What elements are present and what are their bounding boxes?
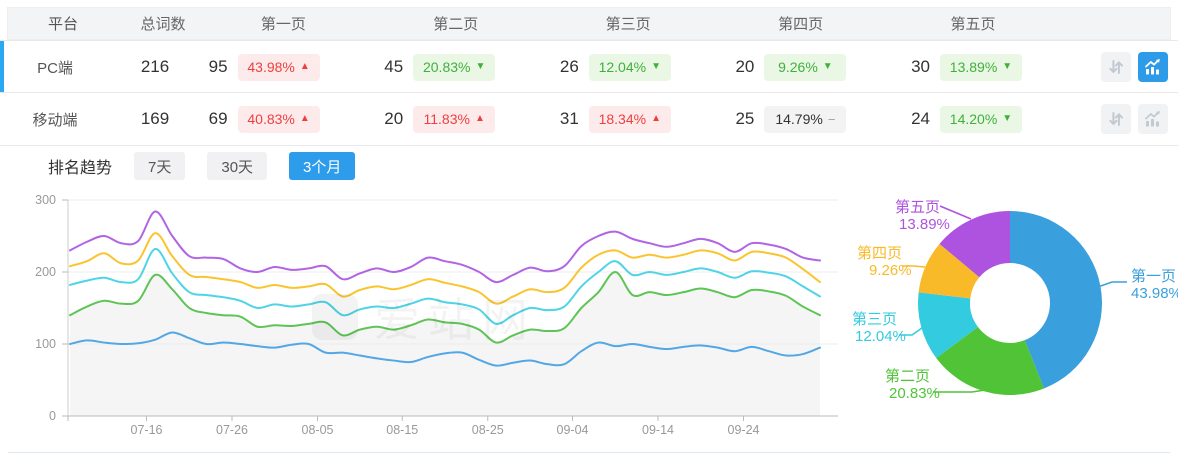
selected-row-accent: [0, 41, 4, 93]
svg-text:09-24: 09-24: [728, 423, 760, 437]
total-words-value: 169: [140, 109, 170, 128]
up-triangle-icon: ▲: [299, 61, 310, 72]
page5-count: 30: [911, 57, 930, 76]
page2-count: 20: [384, 109, 404, 128]
up-triangle-icon: ▲: [474, 113, 485, 124]
col-header-page2: 第二页: [433, 16, 479, 33]
panel-bottom-border: [8, 452, 1170, 453]
page4-count: 20: [735, 57, 755, 76]
page1-change-pill: 43.98% ▲: [237, 53, 320, 81]
sort-button[interactable]: [1101, 52, 1131, 82]
page2-change-pill: 11.83% ▲: [413, 105, 496, 133]
col-header-page5: 第五页: [950, 16, 996, 33]
col-header-page3: 第三页: [605, 16, 651, 33]
svg-text:0: 0: [49, 409, 56, 423]
sort-button[interactable]: [1101, 104, 1131, 134]
page1-change-pill: 40.83% ▲: [237, 105, 320, 133]
trend-chart-icon: [1145, 111, 1160, 127]
down-triangle-icon: ▼: [1002, 113, 1013, 124]
down-triangle-icon: ▼: [1002, 61, 1013, 72]
svg-text:07-26: 07-26: [216, 423, 248, 437]
table-row-mobile[interactable]: 移动端 169 69 40.83% ▲ 20 11.83% ▲ 31 18.34% ▲…: [0, 92, 1178, 146]
trend-chart-button[interactable]: [1138, 52, 1168, 82]
down-triangle-icon: ▼: [822, 61, 833, 72]
svg-text:08-25: 08-25: [472, 423, 504, 437]
svg-text:43.98%: 43.98%: [1131, 285, 1178, 302]
svg-text:第五页: 第五页: [895, 198, 940, 216]
sort-arrows-icon: [1109, 60, 1124, 74]
svg-text:9.26%: 9.26%: [869, 262, 912, 279]
svg-text:第三页: 第三页: [852, 310, 897, 328]
table-row-pc[interactable]: PC端 216 95 43.98% ▲ 45 20.83% ▼ 26 12.04% ▼…: [0, 40, 1178, 93]
page3-change-pill: 18.34% ▲: [588, 105, 671, 133]
trend-chart-icon: [1145, 59, 1160, 75]
tab-30days[interactable]: 30天: [207, 152, 268, 180]
total-words-value: 216: [140, 57, 170, 76]
page4-change-pill: 9.26% ▼: [764, 53, 847, 81]
trend-chart-button[interactable]: [1138, 104, 1168, 134]
svg-text:08-05: 08-05: [302, 423, 334, 437]
up-triangle-icon: ▲: [299, 113, 310, 124]
svg-text:100: 100: [35, 337, 56, 351]
svg-text:第二页: 第二页: [885, 367, 930, 385]
down-triangle-icon: ▼: [651, 61, 661, 72]
no-change-icon: −: [827, 111, 836, 127]
page4-change-pill: 14.79% −: [764, 105, 847, 133]
page2-count: 45: [384, 57, 404, 76]
tab-3months[interactable]: 3个月: [289, 152, 356, 180]
page4-count: 25: [735, 109, 755, 128]
col-header-page4: 第四页: [778, 16, 824, 33]
svg-text:200: 200: [35, 265, 56, 279]
svg-text:08-15: 08-15: [386, 423, 418, 437]
svg-text:20.83%: 20.83%: [889, 385, 940, 402]
page2-change-pill: 20.83% ▼: [413, 53, 496, 81]
page3-change-pill: 12.04% ▼: [588, 53, 671, 81]
svg-text:09-04: 09-04: [557, 423, 589, 437]
platform-label: 移动端: [32, 111, 78, 129]
page1-count: 69: [208, 109, 228, 128]
col-header-page1: 第一页: [260, 16, 306, 33]
svg-text:12.04%: 12.04%: [855, 328, 906, 345]
svg-text:300: 300: [35, 193, 56, 207]
col-header-total-words: 总词数: [140, 16, 186, 33]
svg-text:09-14: 09-14: [642, 423, 674, 437]
trend-section-bar: 排名趋势 7天 30天 3个月: [48, 152, 356, 180]
page5-change-pill: 14.20% ▼: [940, 105, 1022, 133]
svg-text:07-16: 07-16: [131, 423, 163, 437]
table-header: 平台 总词数 第一页 第二页 第三页 第四页 第五页: [7, 7, 1171, 40]
page3-count: 31: [559, 109, 579, 128]
up-triangle-icon: ▲: [651, 113, 661, 124]
down-triangle-icon: ▼: [475, 61, 486, 72]
svg-text:第一页: 第一页: [1131, 267, 1176, 285]
rank-trend-line-chart: 0 100 200 300 07-16 07-26 08-05 08-15 08-25 09-04…: [35, 193, 838, 437]
trend-section-title: 排名趋势: [48, 160, 113, 177]
platform-label: PC端: [37, 59, 73, 77]
page5-change-pill: 13.89% ▼: [940, 53, 1022, 81]
svg-text:13.89%: 13.89%: [899, 216, 950, 233]
tab-7days[interactable]: 7天: [134, 152, 186, 180]
col-header-platform: 平台: [47, 16, 78, 33]
svg-text:第四页: 第四页: [857, 244, 902, 262]
page3-count: 26: [559, 57, 579, 76]
page1-count: 95: [208, 57, 228, 76]
sort-arrows-icon: [1109, 112, 1124, 126]
page5-count: 24: [911, 109, 930, 128]
